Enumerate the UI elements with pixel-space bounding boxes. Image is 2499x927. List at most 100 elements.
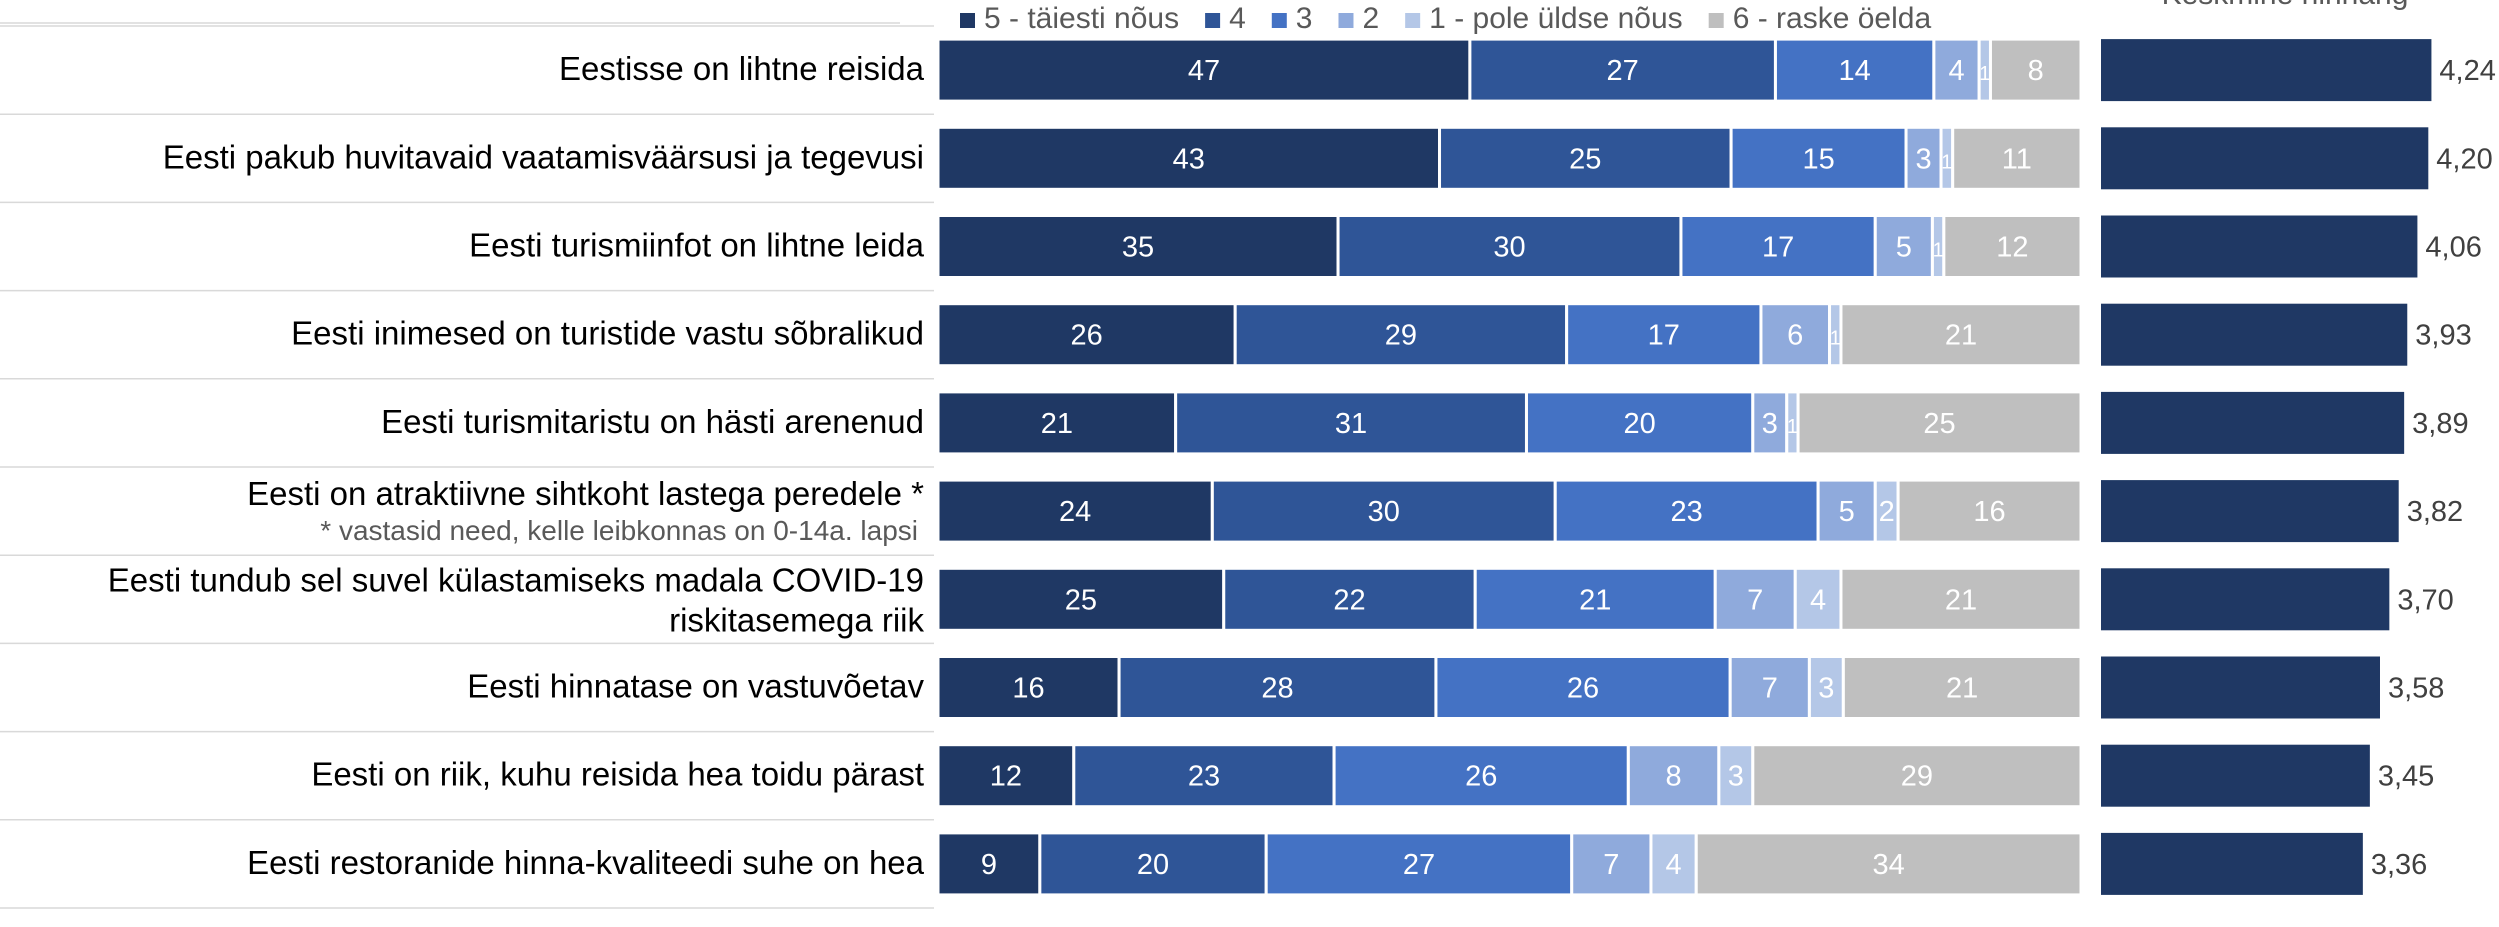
- segment-label: 25: [1923, 408, 1955, 440]
- bar-segment: [1434, 655, 1732, 720]
- bar-segment: [1468, 37, 1777, 103]
- bar-segment: [1816, 478, 1877, 544]
- bar-segment: [1038, 831, 1268, 897]
- avg-value-label: 3,70: [2397, 584, 2453, 616]
- segment-label: 43: [1173, 143, 1205, 175]
- legend-label: 5 - täiesti nõus: [984, 2, 1179, 35]
- bar-segment: [936, 214, 1340, 279]
- segment-label: 3: [1728, 761, 1744, 793]
- bar-segment: [1264, 831, 1574, 897]
- avg-bar: [2101, 480, 2399, 543]
- bar-segment: [1210, 478, 1557, 544]
- segment-label: 1: [1979, 63, 1990, 85]
- bar-segment: [1796, 390, 2083, 456]
- legend-swatch: [1271, 13, 1287, 28]
- segment-label: 25: [1569, 143, 1601, 175]
- bar-segment: [1679, 214, 1877, 279]
- legend-swatch: [960, 13, 975, 28]
- bar-segment: [1626, 743, 1721, 809]
- avg-value-label: 3,36: [2371, 849, 2427, 881]
- avg-value-label: 3,58: [2388, 673, 2444, 705]
- avg-bar: [2101, 391, 2405, 454]
- segment-label: 30: [1493, 232, 1525, 264]
- bar-segment: [936, 302, 1237, 368]
- segment-label: 2: [1879, 496, 1895, 528]
- avg-value-label: 4,06: [2425, 232, 2481, 264]
- bar-segment: [1773, 37, 1936, 103]
- bar-segment: [1839, 566, 2083, 632]
- segment-label: 4: [1948, 55, 1964, 87]
- segment-label: 16: [1012, 673, 1044, 705]
- bar-segment: [1807, 655, 1845, 720]
- avg-bar: [2101, 303, 2408, 366]
- avg-value-label: 4,20: [2436, 143, 2492, 175]
- bar-segment: [1951, 125, 2083, 191]
- segment-label: 1: [1830, 328, 1841, 350]
- bar-segment: [1117, 655, 1438, 720]
- legend-label: 3: [1296, 2, 1313, 35]
- category-label: Eesti hinnatase on vastuvõetav: [467, 668, 924, 705]
- bar-segment: [1896, 478, 2083, 544]
- legend-swatch: [1708, 13, 1724, 28]
- segment-label: 21: [1946, 673, 1978, 705]
- segment-label: 3: [1818, 673, 1834, 705]
- segment-label: 47: [1188, 55, 1220, 87]
- bar-segment: [936, 566, 1226, 632]
- segment-label: 27: [1607, 55, 1639, 87]
- category-label: Eestisse on lihtne reisida: [559, 50, 925, 87]
- segment-label: 17: [1648, 320, 1680, 352]
- segment-label: 8: [2028, 55, 2044, 87]
- avg-value-label: 3,93: [2415, 320, 2471, 352]
- legend-label: 2: [1362, 2, 1379, 35]
- segment-label: 8: [1666, 761, 1682, 793]
- avg-value-label: 3,82: [2407, 496, 2463, 528]
- segment-label: 3: [1915, 143, 1931, 175]
- segment-label: 28: [1261, 673, 1293, 705]
- segment-label: 26: [1567, 673, 1599, 705]
- bar-segment: [1751, 743, 2083, 809]
- segment-label: 1: [1787, 416, 1798, 438]
- category-note: * vastasid need, kelle leibkonnas on 0-1…: [320, 515, 918, 546]
- category-label: Eesti restoranide hinna-kvaliteedi suhe …: [247, 844, 925, 881]
- bar-segment: [1751, 390, 1789, 456]
- avg-value-label: 3,89: [2412, 408, 2468, 440]
- segment-label: 12: [990, 761, 1022, 793]
- category-label: Eesti on riik, kuhu reisida hea toidu pä…: [311, 756, 924, 793]
- category-label: riskitasemega riik: [669, 601, 924, 638]
- bar-segment: [1438, 125, 1733, 191]
- category-label: Eesti tundub sel suvel külastamiseks mad…: [108, 561, 924, 598]
- segment-label: 15: [1802, 143, 1834, 175]
- avg-bar: [2101, 744, 2370, 807]
- segment-label: 12: [1996, 232, 2028, 264]
- bar-segment: [1174, 390, 1528, 456]
- bar-segment: [1694, 831, 2083, 897]
- category-label: Eesti turismitaristu on hästi arenenud: [381, 403, 924, 440]
- segment-label: 25: [1065, 584, 1097, 616]
- segment-label: 5: [1896, 232, 1912, 264]
- segment-label: 7: [1747, 584, 1763, 616]
- bar-segment: [1473, 566, 1717, 632]
- legend-swatch: [1405, 13, 1421, 28]
- segment-label: 21: [1041, 408, 1073, 440]
- bar-segment: [1873, 214, 1934, 279]
- bar-segment: [936, 655, 1121, 720]
- category-label: Eesti on atraktiivne sihtkoht lastega pe…: [247, 475, 924, 512]
- segment-label: 20: [1137, 849, 1169, 881]
- segment-label: 20: [1624, 408, 1656, 440]
- segment-label: 30: [1368, 496, 1400, 528]
- bar-segment: [1332, 743, 1630, 809]
- bar-segment: [1942, 214, 2083, 279]
- avg-title: Keskmine hinnang: [2162, 0, 2409, 11]
- legend-swatch: [1205, 13, 1221, 28]
- category-label: Eesti pakub huvitavaid vaatamisväärsusi …: [163, 138, 924, 175]
- avg-bar: [2101, 656, 2380, 719]
- segment-label: 1: [1933, 240, 1944, 262]
- bar-segment: [936, 743, 1076, 809]
- legend-label: 4: [1229, 2, 1246, 35]
- segment-label: 35: [1122, 232, 1154, 264]
- segment-label: 29: [1385, 320, 1417, 352]
- bar-segment: [1988, 37, 2083, 103]
- avg-bar: [2101, 39, 2432, 102]
- avg-bar: [2101, 832, 2363, 895]
